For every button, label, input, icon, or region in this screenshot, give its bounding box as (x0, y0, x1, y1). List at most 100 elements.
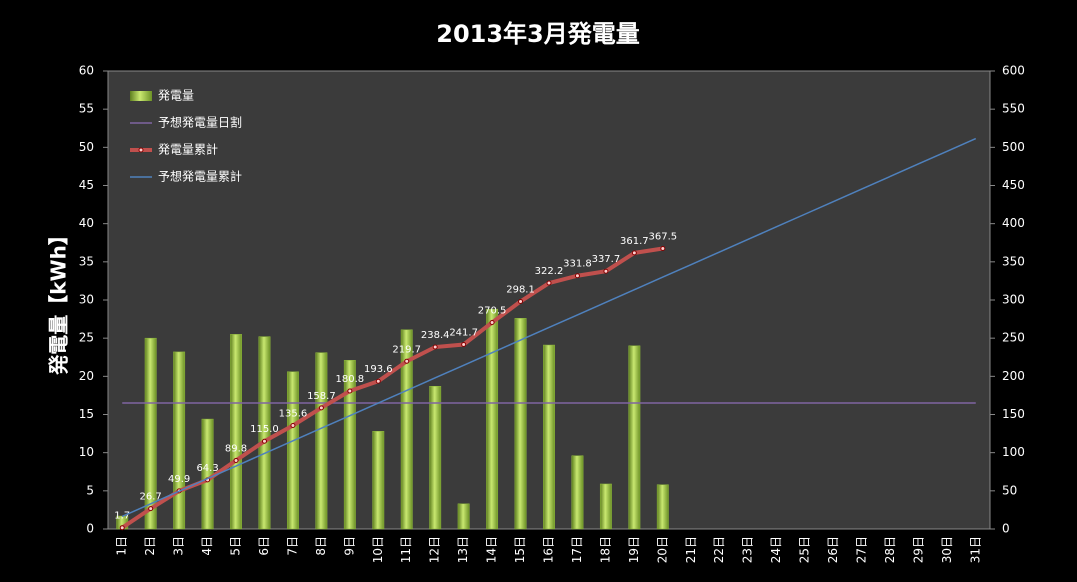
x-tick-label: 22日 (712, 536, 726, 563)
legend-label: 予想発電量累計 (158, 169, 242, 184)
y-tick-label: 60 (79, 64, 94, 78)
marker (318, 405, 324, 411)
marker (375, 378, 381, 384)
x-tick-label: 6日 (257, 536, 271, 556)
y-tick-label: 10 (79, 445, 94, 459)
bar (486, 308, 499, 530)
bar (599, 483, 612, 530)
line (121, 137, 977, 518)
data-label: 180.8 (336, 374, 365, 385)
data-label: 322.2 (535, 266, 564, 277)
marker (489, 320, 495, 326)
marker (574, 273, 580, 279)
marker (432, 344, 438, 350)
marker (261, 438, 267, 444)
y-tick-label: 55 (79, 102, 94, 116)
x-tick-label: 30日 (940, 536, 954, 563)
y2-tick-label: 400 (1002, 216, 1025, 230)
x-tick-label: 15日 (513, 536, 527, 563)
x-tick-label: 8日 (314, 536, 328, 556)
bar (315, 352, 328, 530)
y2-tick-label: 500 (1002, 140, 1025, 154)
x-tick-label: 1日 (115, 536, 129, 556)
y-tick-label: 30 (79, 293, 94, 307)
legend-label: 発電量 (158, 89, 194, 103)
x-tick-label: 5日 (229, 536, 243, 556)
y2-tick-label: 150 (1002, 407, 1025, 421)
y2-tick-label: 100 (1002, 445, 1025, 459)
y2-tick-label: 200 (1002, 369, 1025, 383)
x-tick-label: 23日 (741, 536, 755, 563)
bar (258, 336, 271, 530)
bar (343, 360, 356, 530)
data-label: 26.7 (140, 492, 162, 503)
x-tick-label: 7日 (285, 536, 299, 556)
y2-tick-label: 0 (1002, 522, 1010, 536)
y2-tick-label: 450 (1002, 178, 1025, 192)
y-tick-label: 25 (79, 331, 94, 345)
x-tick-label: 12日 (428, 536, 442, 563)
x-tick-label: 21日 (684, 536, 698, 563)
x-tick-label: 20日 (655, 536, 669, 563)
x-tick-label: 10日 (371, 536, 385, 563)
y-tick-label: 5 (86, 483, 94, 497)
marker (603, 268, 609, 274)
x-tick-label: 2日 (143, 536, 157, 556)
x-tick-label: 11日 (399, 536, 413, 563)
data-label: 193.6 (364, 364, 393, 375)
y2-tick-label: 600 (1002, 64, 1025, 78)
marker (660, 245, 666, 251)
data-label: 331.8 (563, 259, 592, 270)
x-tick-label: 16日 (542, 536, 556, 563)
marker (631, 250, 637, 256)
y-axis-label: 発電量【kWh】 (47, 225, 71, 376)
x-tick-label: 9日 (342, 536, 356, 556)
bar (628, 345, 641, 530)
y-tick-label: 20 (79, 369, 94, 383)
data-label: 298.1 (506, 284, 535, 295)
x-tick-label: 13日 (456, 536, 470, 563)
y-tick-label: 0 (86, 522, 94, 536)
data-label: 115.0 (250, 424, 279, 435)
y-tick-label: 35 (79, 254, 94, 268)
bar (429, 386, 442, 530)
data-label: 361.7 (620, 236, 649, 247)
legend-label: 予想発電量日割 (158, 115, 242, 130)
x-tick-label: 19日 (627, 536, 641, 563)
x-tick-label: 17日 (570, 536, 584, 563)
data-label: 64.3 (196, 463, 218, 474)
y2-tick-label: 50 (1002, 483, 1017, 497)
y-tick-label: 40 (79, 216, 94, 230)
x-tick-label: 28日 (883, 536, 897, 563)
y2-tick-label: 300 (1002, 293, 1025, 307)
x-tick-label: 18日 (598, 536, 612, 563)
marker (404, 358, 410, 364)
x-tick-label: 31日 (968, 536, 982, 563)
y2-tick-label: 250 (1002, 331, 1025, 345)
marker (546, 280, 552, 286)
data-label: 158.7 (307, 391, 336, 402)
y2-tick-label: 550 (1002, 102, 1025, 116)
data-label: 241.7 (449, 328, 478, 339)
data-label: 219.7 (392, 344, 421, 355)
legend-swatch (130, 91, 152, 101)
x-tick-label: 25日 (798, 536, 812, 563)
bar (372, 431, 385, 530)
y-tick-label: 45 (79, 178, 94, 192)
marker (461, 342, 467, 348)
y2-tick-label: 350 (1002, 254, 1025, 268)
data-label: 270.5 (478, 306, 507, 317)
bar (173, 351, 186, 530)
marker (518, 298, 524, 304)
x-tick-label: 29日 (911, 536, 925, 563)
bar (571, 455, 584, 530)
marker (290, 422, 296, 428)
bar (656, 484, 669, 530)
data-label: 135.6 (279, 408, 308, 419)
y-tick-label: 15 (79, 407, 94, 421)
bar (286, 371, 299, 530)
chart-title: 2013年3月発電量 (436, 20, 640, 48)
x-tick-label: 4日 (200, 536, 214, 556)
y-tick-label: 50 (79, 140, 94, 154)
